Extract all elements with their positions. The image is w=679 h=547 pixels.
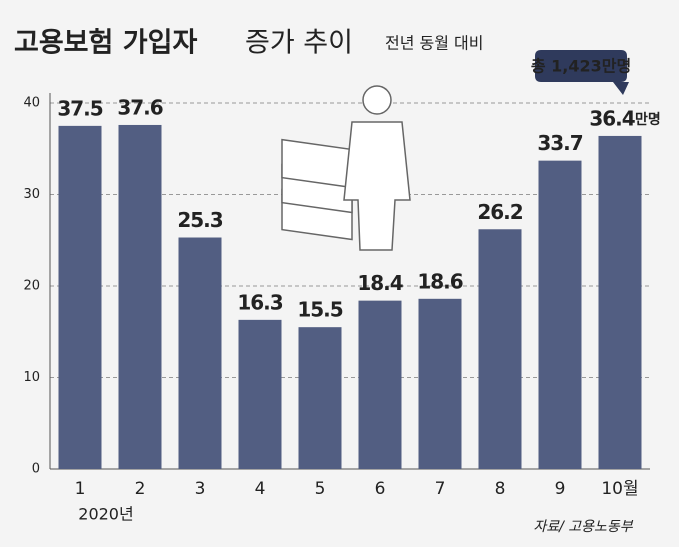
x-tick-label: 4 <box>255 479 266 499</box>
value-label: 36.4 <box>589 106 634 130</box>
source: 자료/ 고용노동부 <box>533 519 633 535</box>
bar <box>478 229 522 469</box>
bar <box>58 125 102 469</box>
y-tick-label: 40 <box>23 96 40 111</box>
y-tick-label: 10 <box>23 370 40 385</box>
bar <box>358 300 402 469</box>
illustration <box>281 85 411 251</box>
x-tick-label: 3 <box>195 479 206 499</box>
unit-label: 만명 <box>635 111 661 128</box>
value-label: 18.4 <box>357 271 402 295</box>
value-label: 33.7 <box>537 131 582 155</box>
y-tick-label: 0 <box>32 462 40 477</box>
x-tick-label: 10월 <box>601 479 638 499</box>
bar <box>418 298 462 469</box>
value-label: 16.3 <box>237 290 282 314</box>
bar <box>598 135 642 469</box>
bar <box>118 124 162 470</box>
y-tick-label: 30 <box>23 187 40 202</box>
chart-title: 고용보험 가입자 <box>14 28 197 59</box>
x-tick-label: 5 <box>315 479 326 499</box>
x-tick-label: 9 <box>555 479 566 499</box>
bar <box>238 319 282 469</box>
value-label: 25.3 <box>177 208 222 232</box>
value-label: 15.5 <box>297 298 342 322</box>
value-label: 26.2 <box>477 200 522 224</box>
annotation: 총 1,423만명 <box>531 57 631 76</box>
year-label: 2020년 <box>78 505 133 524</box>
value-label: 37.5 <box>57 96 102 120</box>
subtitle: 전년 동월 대비 <box>385 34 484 53</box>
chart-title-suffix: 증가 추이 <box>245 28 353 59</box>
value-label: 18.6 <box>417 269 462 293</box>
y-tick-label: 20 <box>23 279 40 294</box>
x-tick-label: 6 <box>375 479 386 499</box>
bar <box>298 327 342 469</box>
x-tick-label: 2 <box>135 479 146 499</box>
x-tick-label: 7 <box>435 479 446 499</box>
bar <box>178 237 222 469</box>
x-tick-label: 1 <box>75 479 86 499</box>
x-tick-label: 8 <box>495 479 506 499</box>
bar <box>538 160 582 469</box>
annotation-box <box>535 50 629 95</box>
value-label: 37.6 <box>117 95 162 119</box>
